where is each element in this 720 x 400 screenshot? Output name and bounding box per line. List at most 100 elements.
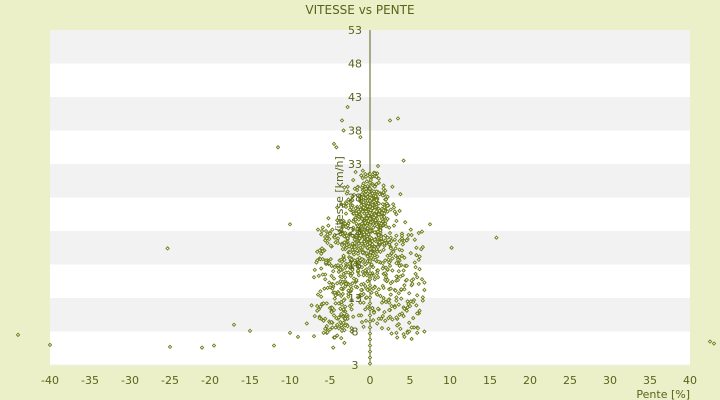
data-point	[349, 325, 354, 331]
data-point	[414, 311, 420, 316]
data-point	[362, 220, 368, 226]
data-point	[350, 314, 356, 319]
data-point	[367, 355, 373, 360]
data-point	[369, 262, 374, 267]
data-point	[361, 300, 366, 305]
data-point	[328, 256, 334, 262]
x-tick-label: 35	[643, 374, 657, 387]
data-point	[341, 320, 346, 326]
data-point	[394, 323, 400, 328]
data-point	[383, 197, 389, 202]
data-point	[371, 199, 377, 204]
data-point	[390, 184, 395, 190]
data-point	[367, 264, 373, 270]
data-point	[417, 266, 422, 272]
data-point	[388, 292, 394, 297]
data-point	[427, 222, 433, 227]
data-point	[334, 322, 340, 328]
data-point	[707, 339, 713, 344]
data-point	[349, 257, 354, 263]
data-point	[329, 273, 334, 279]
x-tick-label: 5	[407, 374, 414, 387]
data-point	[376, 201, 382, 206]
data-point	[414, 303, 419, 308]
data-point	[394, 260, 399, 266]
data-point	[358, 287, 364, 293]
data-point	[353, 284, 358, 289]
data-point	[333, 325, 338, 330]
data-point	[365, 203, 370, 209]
data-point	[47, 342, 53, 348]
data-point	[335, 262, 341, 268]
data-point	[344, 312, 350, 317]
data-point	[367, 319, 373, 324]
data-point	[342, 323, 348, 328]
data-point	[275, 145, 281, 150]
data-point	[402, 255, 407, 261]
data-point	[363, 186, 369, 192]
data-point	[322, 326, 328, 332]
data-point	[350, 225, 356, 230]
data-point	[371, 273, 377, 279]
data-point	[199, 345, 205, 350]
data-point	[326, 216, 331, 221]
data-point	[348, 273, 354, 279]
data-point	[333, 301, 338, 306]
data-point	[382, 211, 387, 216]
data-point	[404, 238, 410, 243]
data-point	[350, 270, 355, 276]
data-point	[382, 258, 388, 263]
data-point	[400, 242, 406, 247]
data-point	[376, 176, 382, 181]
data-point	[374, 270, 380, 276]
data-point	[372, 277, 378, 282]
data-point	[371, 189, 377, 194]
data-point	[350, 197, 355, 203]
data-point	[375, 268, 381, 273]
data-point	[388, 246, 394, 251]
data-point	[350, 177, 356, 183]
data-point	[352, 244, 358, 250]
data-point	[391, 223, 397, 228]
data-point	[353, 205, 358, 211]
data-point	[372, 171, 378, 176]
data-point	[374, 224, 380, 229]
data-point	[314, 249, 320, 255]
data-point	[396, 302, 402, 307]
data-point	[342, 316, 348, 322]
data-point	[399, 233, 405, 238]
data-point	[394, 335, 400, 340]
data-point	[380, 193, 386, 198]
data-point	[395, 116, 401, 121]
data-point	[334, 333, 340, 338]
data-point	[385, 277, 390, 283]
data-point	[414, 252, 419, 258]
data-point	[358, 233, 363, 238]
data-point	[401, 268, 406, 273]
data-point	[388, 286, 394, 291]
data-point	[343, 211, 349, 216]
data-point	[350, 281, 355, 286]
data-point	[321, 301, 326, 306]
data-point	[339, 242, 345, 248]
data-point	[367, 222, 373, 228]
data-point	[358, 134, 363, 140]
data-point	[374, 209, 379, 214]
y-tick-label: 48	[348, 58, 362, 71]
data-point	[385, 194, 390, 200]
data-point	[359, 319, 365, 325]
data-point	[363, 209, 369, 214]
data-point	[354, 226, 360, 232]
data-point	[392, 237, 398, 242]
data-point	[326, 223, 331, 228]
data-point	[378, 293, 383, 299]
data-point	[398, 326, 403, 332]
data-point	[374, 174, 379, 179]
data-point	[376, 232, 382, 238]
data-point	[394, 242, 399, 247]
data-point	[367, 325, 373, 330]
data-point	[377, 240, 382, 245]
data-point	[312, 313, 318, 319]
data-point	[356, 241, 362, 246]
data-point	[422, 280, 427, 285]
